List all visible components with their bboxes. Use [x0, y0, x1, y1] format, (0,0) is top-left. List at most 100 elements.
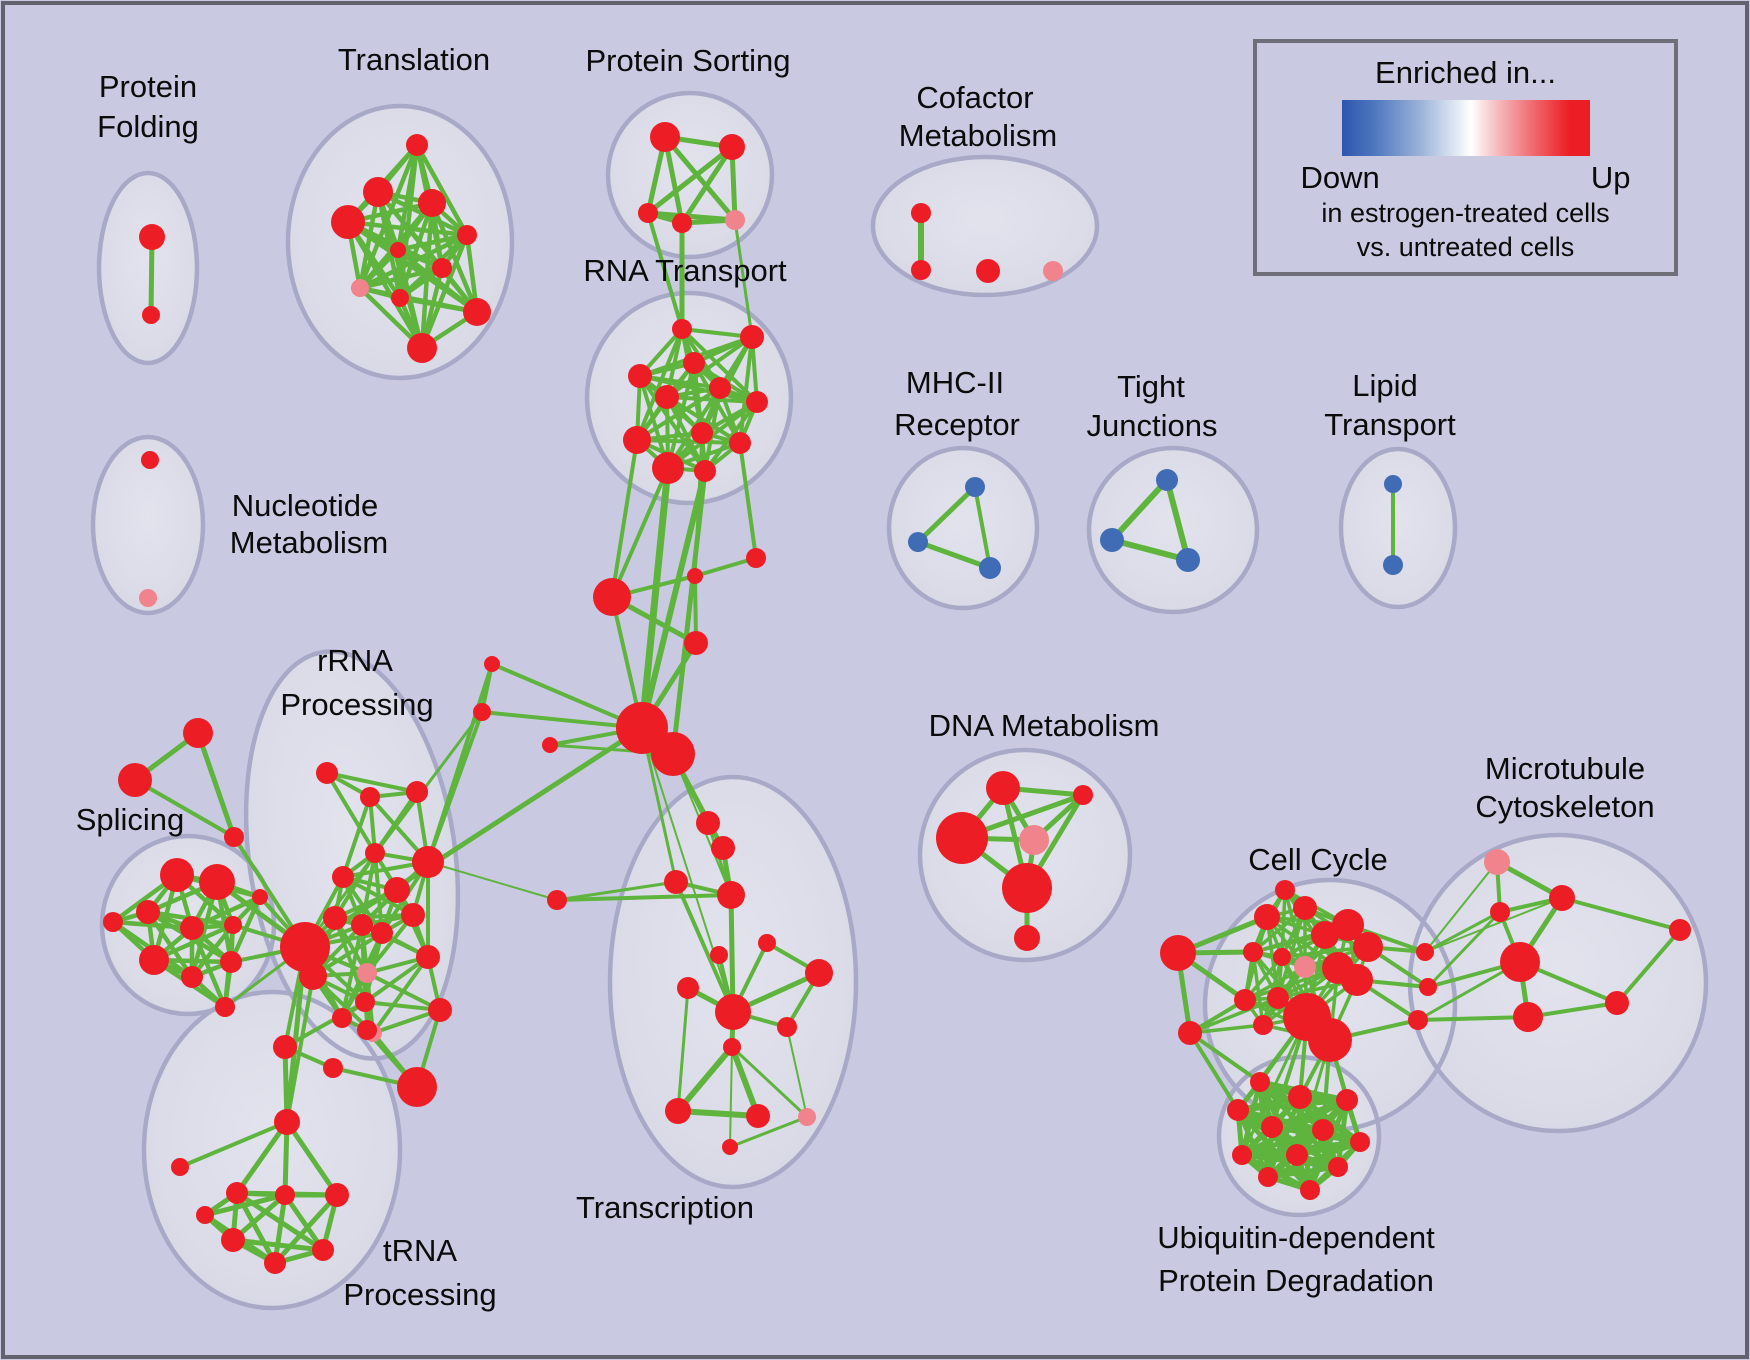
node-dm5: [1073, 785, 1093, 805]
node-sp9: [252, 889, 268, 905]
network-edge: [1280, 888, 1287, 959]
node-t9: [391, 289, 409, 307]
node-rr14: [332, 1008, 352, 1028]
network-edge: [1188, 1031, 1240, 1112]
node-cc9: [1353, 932, 1383, 962]
node-ps2: [719, 134, 745, 160]
cluster-label-protein-sorting: Protein Sorting: [585, 43, 790, 78]
node-rr3: [406, 781, 428, 803]
node-rt10: [729, 432, 751, 454]
node-j3: [1176, 548, 1200, 572]
node-dm2: [936, 812, 988, 864]
node-cc5: [1243, 942, 1263, 962]
network-edge: [1615, 928, 1682, 1005]
network-edge: [189, 922, 236, 980]
network-edge: [665, 395, 742, 445]
node-tr8: [677, 977, 699, 999]
network-edge: [371, 955, 430, 1035]
node-l1: [1384, 475, 1402, 493]
network-edge: [729, 1044, 761, 1119]
network-edge: [728, 892, 736, 1015]
cluster-area-protein-folding: [99, 173, 197, 363]
cluster-area-cofactor-metabolism: [873, 157, 1097, 295]
cluster-label-tight-2: Junctions: [1087, 408, 1218, 443]
network-edge: [272, 1192, 340, 1266]
node-mt2: [1490, 902, 1510, 922]
cluster-area-lipid-transport: [1341, 449, 1455, 607]
node-ub3: [1336, 1089, 1358, 1111]
network-edge: [693, 556, 758, 578]
node-cc13: [1267, 987, 1289, 1009]
node-rt3: [683, 352, 705, 374]
node-bn2: [323, 1058, 343, 1078]
network-edge: [1265, 1164, 1341, 1180]
cluster-area-tight-junctions: [1089, 448, 1257, 612]
node-cc7: [1311, 921, 1339, 949]
cluster-label-dna-metabolism: DNA Metabolism: [929, 708, 1160, 743]
node-trL: [547, 890, 567, 910]
node-sp5: [224, 916, 242, 934]
node-tr7: [710, 946, 728, 964]
node-br2: [1419, 978, 1437, 996]
node-cc12: [1234, 989, 1256, 1011]
network-edge: [645, 144, 735, 216]
network-edge: [693, 431, 704, 578]
network-edge: [357, 265, 445, 291]
node-sp6: [139, 945, 169, 975]
node-tr1: [696, 811, 720, 835]
node-tr9: [715, 994, 751, 1030]
node-dm3: [1019, 825, 1049, 855]
node-tn4: [196, 1206, 214, 1224]
node-cc14: [1253, 1015, 1273, 1035]
node-ps4: [672, 213, 692, 233]
cluster-label-trna-1: tRNA: [383, 1233, 457, 1268]
network-edge: [973, 485, 992, 570]
network-edge: [555, 880, 678, 902]
node-cn8: [484, 656, 500, 672]
node-rr17: [357, 963, 377, 983]
network-edge: [283, 1000, 367, 1049]
network-edge: [490, 662, 644, 730]
network-edge: [1109, 477, 1170, 543]
node-rr6: [384, 877, 410, 903]
node-tn5: [221, 1228, 245, 1252]
cluster-outline-lipid-transport: [1338, 446, 1458, 610]
node-rt6: [655, 385, 679, 409]
network-edge: [341, 795, 372, 879]
network-edge: [395, 232, 470, 253]
node-br1: [1416, 943, 1434, 961]
node-tr13: [746, 1104, 770, 1128]
node-tn7: [264, 1252, 286, 1274]
node-rr2: [360, 787, 380, 807]
node-cn6: [616, 702, 668, 754]
network-edge: [1243, 966, 1340, 1002]
network-edge: [480, 710, 644, 730]
network-edge: [610, 466, 670, 599]
node-pf2: [142, 306, 160, 324]
cluster-label-nucleotide-2: Metabolism: [230, 525, 389, 560]
node-sp8: [220, 951, 242, 973]
node-rr7: [412, 846, 444, 878]
network-edge: [284, 1119, 340, 1198]
node-t2: [363, 177, 393, 207]
network-edge: [738, 441, 758, 560]
node-cc4: [1293, 896, 1317, 920]
node-dm1: [986, 771, 1020, 805]
node-mtb: [1500, 942, 1540, 982]
cluster-labels: Protein Folding Translation Protein Sorting…: [76, 42, 1655, 1312]
node-cc3: [1254, 904, 1280, 930]
network-edge: [1560, 896, 1682, 932]
node-mtp: [1484, 849, 1510, 875]
node-rr8: [323, 906, 347, 930]
network-edge: [1283, 888, 1307, 969]
network-edge: [915, 539, 993, 571]
node-mt3: [1513, 1002, 1543, 1032]
node-tr10: [777, 1017, 797, 1037]
network-edge: [703, 400, 759, 473]
legend-title: Enriched in...: [1375, 55, 1556, 90]
network-edge: [230, 1237, 326, 1253]
node-rr1: [316, 762, 338, 784]
network-edge: [738, 335, 754, 445]
node-nm2: [139, 589, 157, 607]
